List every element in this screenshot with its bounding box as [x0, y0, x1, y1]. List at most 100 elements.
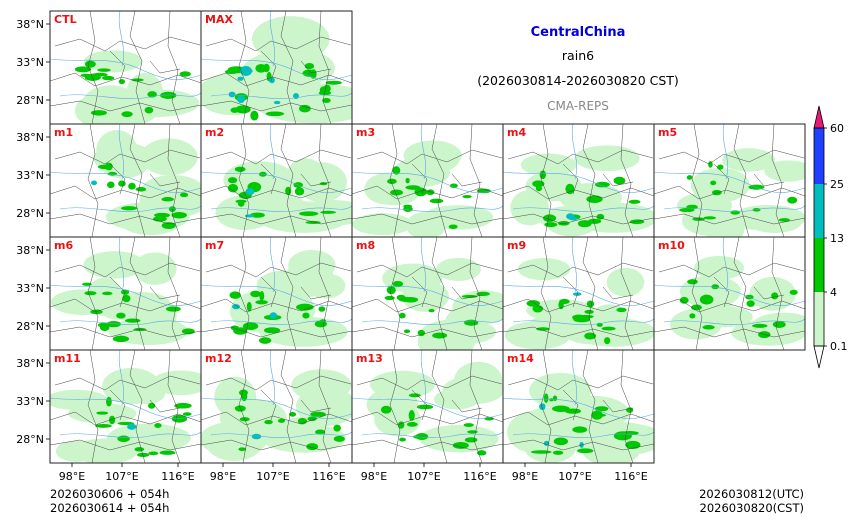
y-tick-label: 28°N — [16, 94, 44, 107]
rain-area-moderate — [135, 187, 147, 192]
river-line — [210, 431, 352, 439]
province-border — [602, 399, 634, 413]
rain-area-light — [201, 421, 269, 456]
rain-area-moderate — [771, 292, 779, 300]
rain-area-moderate — [552, 395, 558, 402]
province-border — [201, 72, 352, 87]
province-border — [260, 389, 277, 421]
rain-area-light — [295, 386, 352, 426]
rain-area-moderate — [476, 188, 491, 194]
province-border — [352, 326, 503, 338]
rain-area-heavy — [539, 403, 546, 410]
map-panel-m2: m2 — [200, 123, 353, 238]
river-line — [420, 350, 426, 406]
rain-area-light — [574, 145, 640, 172]
province-border — [389, 124, 401, 237]
rain-area-moderate — [449, 183, 458, 189]
river-line — [118, 237, 124, 293]
panel-label: m14 — [507, 352, 534, 365]
river-line — [50, 397, 201, 419]
rain-area-moderate — [408, 393, 421, 398]
colorbar-frame — [813, 127, 825, 347]
rain-area-moderate — [227, 177, 238, 184]
rain-area-moderate — [559, 298, 570, 305]
rain-area-moderate — [428, 308, 435, 313]
province-border — [149, 60, 181, 74]
rain-area-moderate — [679, 208, 695, 213]
rain-area-moderate — [572, 426, 588, 433]
province-border — [280, 124, 297, 237]
province-border — [503, 439, 654, 451]
footer-left-line-1: 2026030606 + 054h — [50, 487, 169, 501]
province-border — [582, 350, 599, 463]
rain-area-moderate — [227, 183, 239, 193]
rain-area-moderate — [255, 300, 268, 305]
rain-area-moderate — [594, 406, 609, 412]
province-border — [654, 213, 805, 225]
panel-label: m10 — [658, 239, 685, 252]
province-border — [469, 237, 483, 350]
river-line — [722, 237, 728, 293]
rain-area-moderate — [99, 323, 110, 332]
province-border — [50, 213, 201, 225]
rain-area-moderate — [106, 321, 121, 328]
rain-area-moderate — [179, 71, 191, 77]
precip-field — [201, 237, 352, 350]
rain-area-moderate — [429, 198, 444, 204]
rain-area-moderate — [703, 216, 717, 220]
rain-area-moderate — [106, 396, 112, 407]
rain-area-light — [151, 370, 201, 396]
province-border — [50, 72, 201, 87]
province-border — [149, 399, 181, 413]
rain-area-moderate — [584, 309, 594, 314]
province-border — [431, 124, 448, 237]
province-border — [87, 11, 99, 124]
y-tick-label: 33°N — [16, 169, 44, 182]
province-border — [562, 163, 579, 195]
rain-area-moderate — [596, 213, 605, 220]
river-line — [361, 205, 503, 213]
province-border — [167, 350, 181, 463]
rain-area-moderate — [462, 194, 472, 199]
province-border — [238, 350, 250, 463]
rain-area-moderate — [250, 290, 261, 298]
rain-area-light — [693, 255, 745, 280]
province-border — [389, 237, 401, 350]
river-line — [420, 124, 426, 180]
rain-area-moderate — [413, 434, 427, 439]
colorbar-level-label: 60 — [830, 122, 844, 135]
rain-area-moderate — [593, 413, 606, 417]
y-tick-label: 33°N — [16, 395, 44, 408]
rain-area-moderate — [530, 450, 552, 454]
map-panel-max: MAX — [200, 10, 353, 125]
rain-area-light — [50, 389, 108, 411]
river-line — [118, 350, 124, 406]
river-line — [571, 124, 577, 180]
province-border — [582, 237, 599, 350]
y-tick-label: 38°N — [16, 18, 44, 31]
province-border — [503, 326, 654, 338]
rain-area-moderate — [302, 69, 317, 77]
rain-area-moderate — [626, 407, 634, 413]
river-line — [571, 237, 577, 293]
province-border — [411, 163, 428, 195]
province-border — [753, 173, 785, 187]
rain-area-moderate — [230, 107, 239, 113]
rain-area-moderate — [148, 402, 156, 409]
precip-field — [352, 237, 503, 350]
rain-area-moderate — [224, 69, 238, 74]
rain-area-moderate — [711, 189, 722, 196]
rain-area-moderate — [414, 187, 428, 197]
province-border — [318, 124, 332, 237]
river-line — [722, 124, 728, 180]
province-border — [654, 185, 805, 200]
x-tick-label: 107°E — [407, 470, 440, 483]
colorbar-level-label: 13 — [830, 232, 844, 245]
province-border — [713, 276, 730, 308]
period-label: (2026030814-2026030820 CST) — [477, 73, 679, 88]
rain-area-light — [517, 258, 571, 281]
province-border — [205, 36, 352, 52]
rain-area-moderate — [144, 106, 154, 114]
rain-area-moderate — [264, 419, 273, 425]
precip-field — [352, 124, 503, 237]
